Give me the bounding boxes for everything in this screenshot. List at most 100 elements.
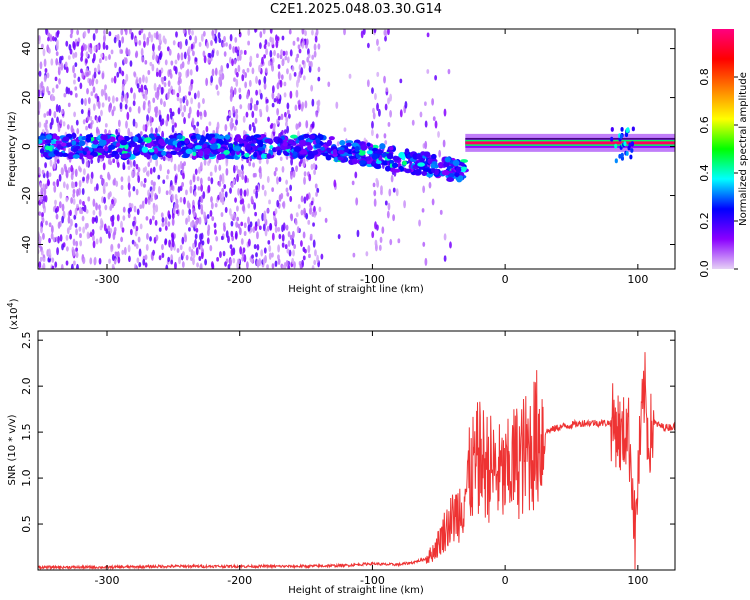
spectrogram-cell (384, 200, 388, 206)
spectrogram-cell (42, 151, 48, 158)
spectrogram-cell (264, 39, 268, 46)
spectrogram-cell (241, 174, 245, 180)
spectrogram-cell (373, 29, 377, 34)
spectrogram-cell (188, 85, 192, 93)
spectrogram-cell (232, 105, 235, 114)
spectrogram-cell (55, 51, 59, 56)
spectrogram-cell (443, 255, 447, 262)
spectrogram-cell (245, 261, 249, 269)
spectrogram-cell (294, 104, 298, 111)
spectrogram-cell (356, 229, 360, 238)
spectrogram-cell (246, 67, 250, 73)
spectrogram-cell (183, 196, 186, 205)
spectrogram-cell (136, 83, 140, 89)
spectrogram-cell (92, 198, 96, 207)
spectrogram-cell (187, 46, 191, 54)
spectrogram-cell (47, 36, 50, 42)
spectrogram-cell (117, 256, 121, 264)
spectrogram-cell (286, 109, 290, 115)
spectrogram-cell (384, 165, 391, 172)
spectrogram-cell (42, 262, 46, 269)
spectrogram-cell (195, 247, 199, 256)
spectrogram-cell (172, 207, 176, 216)
spectrogram-cell (309, 126, 313, 133)
spectrogram-cell (147, 189, 150, 197)
spectrogram-cell (281, 242, 285, 248)
spectrogram-cell (217, 135, 226, 140)
spectrogram-cell (242, 115, 246, 123)
spectrogram-cell (324, 217, 328, 223)
spectrogram-cell (101, 72, 105, 80)
spectrogram-cell (283, 111, 287, 118)
spectrogram-cell (150, 179, 154, 186)
spectrogram-cell (218, 38, 222, 44)
spectrogram-cell (65, 234, 69, 241)
spectrogram-cell (128, 106, 132, 113)
spectrogram-cell (276, 52, 280, 59)
spectrogram-cell (392, 156, 400, 161)
spectrogram-cell (44, 139, 52, 144)
spectrogram-cell (144, 124, 148, 133)
spectrogram-cell (277, 226, 281, 232)
spectrogram-cell (141, 200, 145, 209)
spectrogram-cell (258, 64, 261, 73)
spectrogram-cell (60, 167, 64, 176)
spectrogram-cell (104, 56, 108, 61)
spectrogram-cell (100, 134, 108, 141)
spectrogram-cell (99, 217, 103, 226)
spectrogram-cell (209, 171, 213, 177)
spectrogram-cell (249, 221, 253, 228)
spectrogram-cell (92, 33, 96, 41)
spectrogram-cell (86, 155, 94, 160)
snr-y-tick-label: 1.5 (20, 423, 33, 441)
spectrogram-cell (610, 127, 614, 132)
spectrogram-cell (292, 249, 295, 257)
spectrogram-cell (70, 219, 73, 227)
spectrogram-cell (307, 48, 310, 56)
spectrogram-cell (374, 239, 378, 247)
spectrogram-cell (55, 84, 59, 89)
spectrogram-cell (254, 224, 258, 231)
spectrogram-cell (285, 116, 289, 123)
spectrogram-cell (42, 85, 45, 94)
spectrogram-cell (241, 198, 245, 205)
spectrogram-cell (310, 163, 314, 170)
spectrogram-cell (168, 48, 172, 56)
spectrogram-cell (66, 183, 69, 190)
spectrogram-cell (141, 146, 149, 153)
spectrogram-cell (255, 89, 258, 96)
spectrogram-cell (243, 189, 247, 197)
spectrogram-cell (179, 63, 183, 70)
spectrogram-cell (80, 68, 83, 74)
spectrogram-cell (54, 261, 58, 268)
spectrogram-cell (231, 58, 234, 67)
spectrogram-cell (116, 161, 120, 168)
spectrogram-cell (258, 79, 262, 86)
spectrogram-cell (71, 140, 77, 146)
spectrogram-cell (56, 30, 60, 38)
spectrogram-cell (387, 122, 391, 127)
spectrogram-cell (87, 196, 91, 202)
spectrogram-cell (371, 144, 379, 149)
spectrogram-cell (185, 99, 189, 107)
spectrogram-cell (167, 221, 171, 227)
spectrogram-cell (185, 217, 188, 225)
spectrogram-cell (38, 166, 41, 176)
spectrogram-cell (81, 215, 85, 222)
spectrogram-cell (46, 170, 49, 179)
spectrogram-cell (303, 176, 306, 185)
spectrogram-cell (383, 133, 387, 139)
spectrogram-cell (419, 111, 423, 118)
spectrogram-cell (78, 152, 84, 160)
spectrogram-cell (288, 249, 292, 257)
spectrogram-cell (290, 134, 298, 139)
spectrogram-cell (358, 149, 366, 156)
spectrogram-cell (134, 37, 138, 43)
spectrogram-cell (102, 162, 106, 171)
spectrogram-cell (235, 150, 241, 155)
spectrogram-cell (460, 162, 465, 167)
spectrogram-cell (113, 197, 117, 204)
spectrogram-cell (100, 53, 104, 58)
spectrogram-cell (255, 252, 258, 258)
spectrogram-cell (282, 50, 286, 57)
